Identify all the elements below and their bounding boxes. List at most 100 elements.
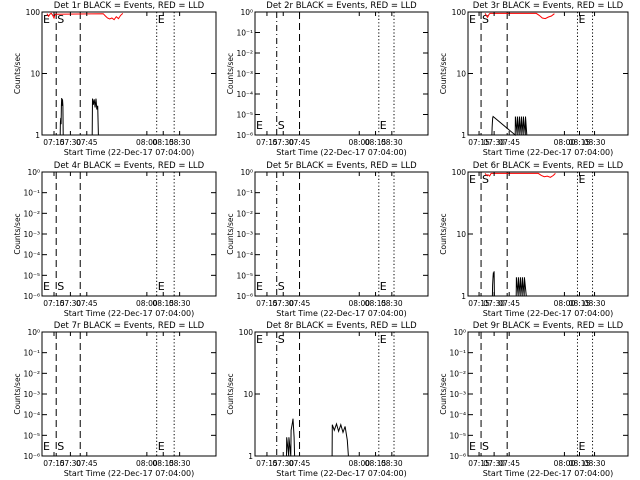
marker-label: E xyxy=(469,13,476,26)
y-tick-label: 10⁻¹ xyxy=(449,349,466,358)
y-tick-label: 10⁻⁵ xyxy=(449,431,466,440)
x-tick-label: 08:30 xyxy=(584,459,606,468)
y-tick-label: 10⁻⁴ xyxy=(449,411,466,420)
marker-label: E xyxy=(469,173,476,186)
panel-title: Det 5r BLACK = Events, RED = LLD xyxy=(266,161,417,171)
x-tick-label: 08:15 xyxy=(152,299,174,308)
x-tick-label: 08:15 xyxy=(365,459,387,468)
plot-frame xyxy=(41,171,217,297)
x-tick-label: 07:15 xyxy=(256,459,278,468)
y-axis-label: Counts/sec xyxy=(13,53,22,94)
x-tick-label: 08:00 xyxy=(348,459,370,468)
panel-title: Det 1r BLACK = Events, RED = LLD xyxy=(54,1,205,11)
y-axis-label: Counts/sec xyxy=(439,213,448,254)
y-tick-label: 10⁻⁶ xyxy=(23,452,40,461)
y-tick-label: 10⁻⁴ xyxy=(23,251,40,260)
marker-label: E xyxy=(43,280,50,293)
x-axis-label: Start Time (22-Dec-17 07:04:00) xyxy=(64,148,195,157)
x-tick-label: 07:30 xyxy=(60,299,82,308)
x-axis-label: Start Time (22-Dec-17 07:04:00) xyxy=(483,148,614,157)
marker-label: E xyxy=(256,119,263,132)
y-tick-label: 10⁰ xyxy=(27,328,40,337)
y-tick-label: 100 xyxy=(452,8,467,17)
x-tick-label: 08:15 xyxy=(569,459,591,468)
panel-title: Det 3r BLACK = Events, RED = LLD xyxy=(473,1,624,11)
y-tick-label: 10⁻² xyxy=(236,49,253,58)
y-tick-label: 10⁻³ xyxy=(23,230,40,239)
marker-label: S xyxy=(482,13,489,26)
marker-label: E xyxy=(43,440,50,453)
x-tick-label: 07:45 xyxy=(289,299,311,308)
y-tick-label: 10 xyxy=(456,70,466,79)
y-tick-label: 100 xyxy=(452,168,467,177)
y-tick-label: 10⁻³ xyxy=(236,70,253,79)
y-axis-label: Counts/sec xyxy=(226,373,235,414)
y-tick-label: 10⁰ xyxy=(453,328,466,337)
plot-frame xyxy=(467,11,629,136)
x-tick-label: 07:15 xyxy=(256,299,278,308)
marker-label: E xyxy=(578,13,585,26)
detector-panel: Det 2r BLACK = Events, RED = LLD E S E 10⁰ 10… xyxy=(226,1,429,157)
marker-label: E xyxy=(158,13,165,26)
marker-label: E xyxy=(43,13,50,26)
y-tick-label: 10⁻² xyxy=(23,209,40,218)
marker-label: S xyxy=(57,440,64,453)
x-tick-label: 08:00 xyxy=(136,138,158,147)
y-tick-label: 10⁻⁴ xyxy=(236,251,253,260)
marker-label: E xyxy=(578,173,585,186)
panel-title: Det 8r BLACK = Events, RED = LLD xyxy=(266,321,417,331)
x-axis-label: Start Time (22-Dec-17 07:04:00) xyxy=(276,469,407,478)
x-tick-label: 08:00 xyxy=(348,138,370,147)
marker-label: S xyxy=(57,13,64,26)
x-tick-label: 08:30 xyxy=(381,138,403,147)
y-axis-label: Counts/sec xyxy=(439,373,448,414)
y-tick-label: 10⁻⁴ xyxy=(236,90,253,99)
y-tick-label: 10⁻⁵ xyxy=(23,271,40,280)
marker-label: E xyxy=(380,280,387,293)
y-tick-label: 10⁻⁶ xyxy=(236,131,253,140)
x-tick-label: 08:15 xyxy=(365,138,387,147)
x-axis-label: Start Time (22-Dec-17 07:04:00) xyxy=(64,469,195,478)
y-tick-label: 10⁻³ xyxy=(449,390,466,399)
x-tick-label: 08:30 xyxy=(169,299,191,308)
x-tick-label: 08:30 xyxy=(381,459,403,468)
x-tick-label: 07:45 xyxy=(76,459,98,468)
y-tick-label: 100 xyxy=(26,8,41,17)
x-tick-label: 07:15 xyxy=(256,138,278,147)
x-tick-label: 08:15 xyxy=(152,459,174,468)
x-tick-label: 08:15 xyxy=(569,299,591,308)
y-tick-label: 10⁻² xyxy=(449,369,466,378)
series-line xyxy=(484,12,555,20)
plot-frame xyxy=(41,11,217,136)
x-tick-label: 08:15 xyxy=(365,299,387,308)
y-tick-label: 1 xyxy=(35,131,40,140)
x-tick-label: 07:15 xyxy=(468,459,490,468)
x-tick-label: 07:45 xyxy=(498,459,520,468)
panel-title: Det 7r BLACK = Events, RED = LLD xyxy=(54,321,205,331)
series-line xyxy=(491,115,528,137)
x-tick-label: 08:15 xyxy=(569,138,591,147)
x-tick-label: 08:30 xyxy=(169,459,191,468)
y-axis-label: Counts/sec xyxy=(439,53,448,94)
x-tick-label: 08:30 xyxy=(381,299,403,308)
x-tick-label: 07:15 xyxy=(468,299,490,308)
plot-frame xyxy=(254,171,429,297)
y-tick-label: 10⁻² xyxy=(23,369,40,378)
x-tick-label: 08:00 xyxy=(348,299,370,308)
marker-label: E xyxy=(578,440,585,453)
y-tick-label: 100 xyxy=(239,328,254,337)
x-tick-label: 08:00 xyxy=(554,138,576,147)
plot-frame xyxy=(467,171,629,297)
series-line xyxy=(491,271,527,297)
y-axis-label: Counts/sec xyxy=(13,213,22,254)
x-tick-label: 07:30 xyxy=(60,459,82,468)
panel-title: Det 9r BLACK = Events, RED = LLD xyxy=(473,321,624,331)
series-line xyxy=(286,418,349,457)
x-axis-label: Start Time (22-Dec-17 07:04:00) xyxy=(276,309,407,318)
y-tick-label: 1 xyxy=(248,452,253,461)
x-tick-label: 07:45 xyxy=(289,138,311,147)
y-tick-label: 10⁻⁶ xyxy=(236,292,253,301)
